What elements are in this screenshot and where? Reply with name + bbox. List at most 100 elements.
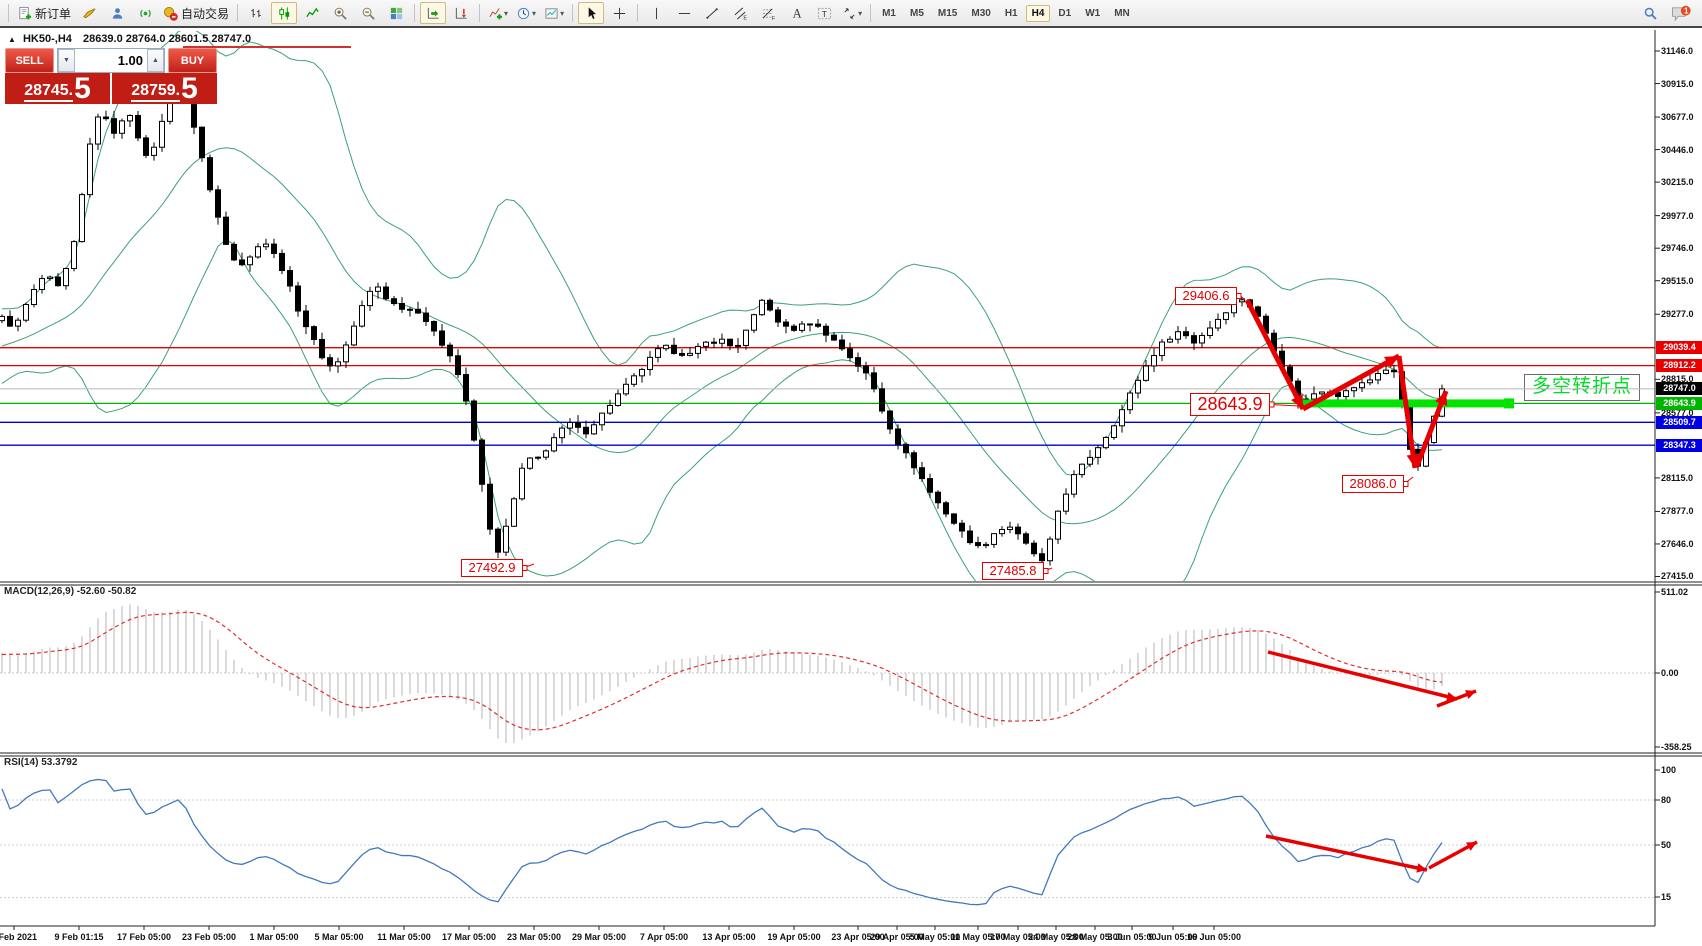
timeframe-toolbar: M1 M5 M15 M30 H1 H4 D1 W1 MN <box>875 4 1137 22</box>
toolbar-button-label: 自动交易 <box>181 6 230 21</box>
timeframe-m5[interactable]: M5 <box>910 7 924 19</box>
timeframe-m15[interactable]: M15 <box>937 7 958 19</box>
chevron-down-icon: ▾ <box>858 8 863 18</box>
buy-button[interactable]: BUY <box>168 48 217 73</box>
horizontal-line-icon <box>678 12 690 14</box>
main-toolbar: 新订单 自动交易 ▾ ▾ ▾ E F A T ▾ M1 M5 M15 M30 H1 H4 D1 W1 MN 1 <box>0 0 1702 28</box>
svg-text:E: E <box>743 15 747 20</box>
symbol-period-label: HK50-,H4 <box>22 33 72 45</box>
timeframe-w1[interactable]: W1 <box>1085 7 1101 19</box>
new-order-icon <box>19 6 32 19</box>
rsi-layer <box>0 778 1655 906</box>
chevron-down-icon: ▾ <box>560 8 565 18</box>
chevron-down-icon: ▾ <box>504 8 509 18</box>
toolbar-separator <box>479 4 481 22</box>
bar-chart-button[interactable] <box>243 2 269 24</box>
auto-trading-button[interactable]: 自动交易 <box>160 2 232 24</box>
funds-icon <box>112 7 122 19</box>
periods-icon <box>517 7 530 19</box>
buy-price[interactable]: 28759. 5 <box>112 73 217 104</box>
zoom-out-button[interactable] <box>355 2 381 24</box>
sell-button[interactable]: SELL <box>5 48 54 73</box>
tile-windows-icon <box>390 7 402 19</box>
channel-icon: E <box>734 7 747 21</box>
macd-layer <box>0 604 1655 744</box>
volume-up-button[interactable]: ▲ <box>147 49 164 72</box>
zoom-in-icon <box>334 7 347 20</box>
chart-shift-icon <box>455 7 467 19</box>
trendline-icon <box>705 7 718 19</box>
text-button[interactable]: A <box>783 2 809 24</box>
tile-windows-button[interactable] <box>383 2 409 24</box>
vertical-line-icon <box>655 7 657 19</box>
fibonacci-button[interactable]: F <box>755 2 781 24</box>
auto-trading-icon <box>163 6 178 21</box>
volume-down-button[interactable]: ▼ <box>58 49 75 72</box>
timeframe-d1[interactable]: D1 <box>1058 7 1072 19</box>
zoom-out-icon <box>362 7 375 20</box>
arrows-button[interactable]: ▾ <box>839 2 865 24</box>
crosshair-icon <box>613 7 625 19</box>
crosshair-button[interactable] <box>606 2 632 24</box>
toolbar-separator <box>237 4 239 22</box>
bar-chart-icon <box>250 8 261 17</box>
main-chart-layer <box>0 31 1655 581</box>
fibonacci-icon: F <box>762 7 775 21</box>
turning-point-annotation: 多空转折点 <box>1524 374 1640 401</box>
timeframe-mn[interactable]: MN <box>1114 7 1130 19</box>
sell-price-main: 28745. <box>24 82 74 102</box>
timeframe-m30[interactable]: M30 <box>971 7 991 19</box>
buy-price-big-digit: 5 <box>181 72 198 105</box>
zoom-in-button[interactable] <box>327 2 353 24</box>
chart-shift-button[interactable] <box>448 2 474 24</box>
timeframe-h4[interactable]: H4 <box>1025 4 1051 22</box>
signal-button[interactable] <box>132 2 158 24</box>
periods-button[interactable]: ▾ <box>513 2 539 24</box>
notifications-icon[interactable]: 1 <box>1665 2 1697 24</box>
auto-scroll-icon <box>427 7 439 19</box>
chart-title: ▲ HK50-,H4 28639.0 28764.0 28601.5 28747… <box>8 33 251 45</box>
toolbar-separator <box>414 4 416 22</box>
svg-text:A: A <box>792 6 801 20</box>
funds-button[interactable] <box>104 2 130 24</box>
sell-price[interactable]: 28745. 5 <box>5 73 110 104</box>
timeframe-h1[interactable]: H1 <box>1004 7 1018 19</box>
chart-window <box>0 30 1702 946</box>
search-icon[interactable] <box>1637 2 1663 24</box>
candle-chart-icon <box>278 6 289 20</box>
volume-stepper: ▼ ▲ <box>57 48 165 73</box>
label-button[interactable]: T <box>811 2 837 24</box>
toolbar-separator <box>572 4 574 22</box>
annotation-layer <box>521 293 1514 873</box>
line-chart-icon <box>305 7 319 17</box>
trendline-button[interactable] <box>699 2 725 24</box>
volume-input[interactable] <box>75 49 147 72</box>
gold-arrow-button[interactable] <box>76 2 102 24</box>
candle-chart-button[interactable] <box>271 2 298 24</box>
svg-text:T: T <box>821 8 826 18</box>
channel-button[interactable]: E <box>727 2 753 24</box>
new-order-button[interactable]: 新订单 <box>14 2 74 24</box>
cursor-icon <box>588 6 596 19</box>
cursor-button[interactable] <box>578 2 605 24</box>
signal-icon <box>139 9 151 17</box>
ohlc-values: 28639.0 28764.0 28601.5 28747.0 <box>82 33 252 45</box>
templates-icon <box>545 7 558 19</box>
rsi-indicator-label: RSI(14) 53.3792 <box>4 757 78 768</box>
timeframe-m1[interactable]: M1 <box>882 7 896 19</box>
text-icon: A <box>792 6 801 20</box>
toolbar-separator <box>637 4 639 22</box>
templates-button[interactable]: ▾ <box>541 2 567 24</box>
toolbar-separator <box>870 4 872 22</box>
auto-scroll-button[interactable] <box>420 2 447 24</box>
svg-text:F: F <box>771 16 775 21</box>
arrows-icon <box>844 7 855 19</box>
line-chart-button[interactable] <box>299 2 325 24</box>
horizontal-line-button[interactable] <box>671 2 697 24</box>
indicators-button[interactable]: ▾ <box>485 2 511 24</box>
sell-price-big-digit: 5 <box>74 72 91 105</box>
indicators-icon <box>489 7 503 19</box>
toolbar-separator <box>8 4 9 22</box>
vertical-line-button[interactable] <box>643 2 669 24</box>
